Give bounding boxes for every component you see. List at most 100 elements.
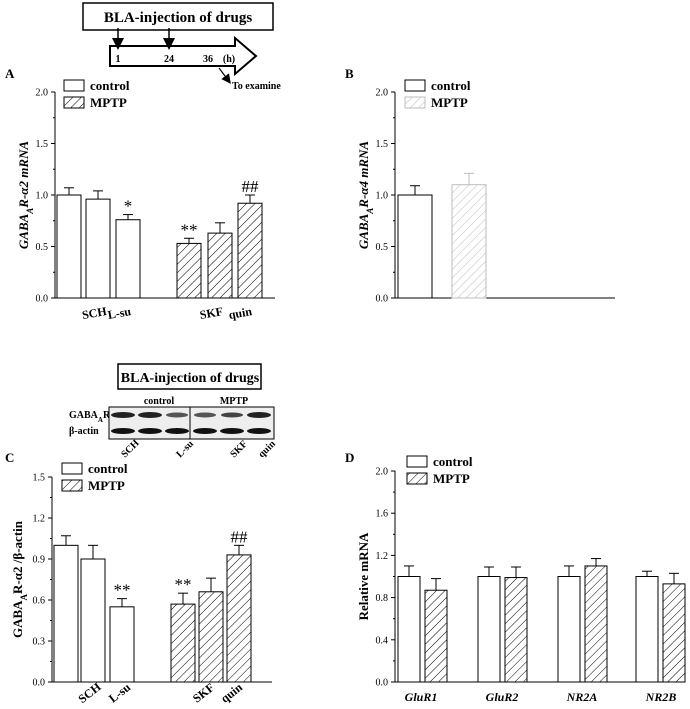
y-tick-label: 0.8	[376, 593, 389, 604]
significance-mark: *	[124, 197, 133, 216]
band-actin-4	[193, 428, 217, 434]
timeline-tick-24: 24	[164, 54, 174, 65]
y-tick-label: 0.9	[33, 555, 46, 566]
x-tick-label: quin	[218, 680, 245, 706]
bar	[584, 565, 608, 683]
bar	[85, 198, 111, 299]
y-axis-label: GABAAR-α2 mRNA	[16, 141, 35, 250]
panel-c: C 0.0 0.3 0.6 0.9 1.2 1.5 GABAAR-α2 /β-actin con…	[5, 450, 272, 706]
timeline-schematic: BLA-injection of drugs 1 24 36 (h) To ex…	[82, 2, 281, 92]
bar	[109, 606, 135, 683]
x-tick-label: SKF	[199, 304, 224, 322]
bar	[226, 554, 252, 683]
legend-swatch	[61, 479, 83, 492]
legend-label: MPTP	[431, 95, 468, 110]
legend-swatch	[406, 455, 428, 468]
x-tick-label: GluR1	[405, 690, 438, 704]
y-tick-label: 1.5	[376, 139, 389, 150]
legend-swatch	[63, 79, 85, 92]
bar	[504, 577, 528, 683]
y-tick-label: 1.0	[36, 191, 49, 202]
timeline-tick-36: 36	[203, 54, 213, 65]
significance-mark: ##	[231, 527, 249, 546]
western-lane-sch: SCH	[119, 438, 141, 460]
western-lane-lsu: L-su	[174, 438, 196, 460]
legend-label: control	[88, 461, 128, 476]
y-tick-label: 1.6	[376, 509, 389, 520]
bar	[115, 219, 141, 299]
y-tick-label: 1.0	[376, 191, 389, 202]
bar	[557, 576, 581, 683]
panel-d: D 0.0 0.4 0.8 1.2 1.6 2.0 Relative mRNA control M…	[345, 450, 686, 704]
legend: control MPTP	[406, 454, 473, 486]
western-title: BLA-injection of drugs	[121, 371, 260, 386]
band-gaba-1	[111, 412, 135, 418]
panel-label: B	[345, 66, 354, 81]
significance-mark: **	[114, 581, 131, 600]
x-tick-label: L-su	[106, 680, 133, 706]
bar	[424, 589, 448, 683]
band-actin-1	[111, 428, 135, 434]
timeline-tick-1: 1	[116, 54, 121, 65]
bar	[170, 603, 196, 683]
bar	[397, 194, 433, 299]
western-row-label-actin: β-actin	[69, 426, 99, 437]
significance-mark: ##	[242, 177, 260, 196]
x-tick-label: GluR2	[486, 690, 519, 704]
y-axis-label: GABAAR-α4 mRNA	[356, 141, 375, 250]
y-label-sub: A	[19, 593, 29, 600]
y-tick-label: 0.0	[36, 294, 49, 305]
legend: control MPTP	[63, 78, 130, 110]
band-actin-6	[247, 428, 271, 434]
y-tick-label: 1.2	[33, 514, 46, 525]
y-axis-label: GABAAR-α2 /β-actin	[10, 520, 29, 638]
western-group-control: control	[144, 396, 175, 407]
western-lane-skf: SKF	[228, 439, 250, 461]
legend-label: MPTP	[88, 478, 125, 493]
bar	[397, 576, 421, 683]
y-tick-label: 1.2	[376, 551, 389, 562]
legend-swatch	[61, 462, 83, 475]
bar	[237, 202, 263, 299]
legend: control MPTP	[404, 78, 471, 110]
y-tick-label: 0.5	[376, 242, 389, 253]
significance-mark: **	[175, 575, 192, 594]
x-tick-label: quin	[228, 304, 254, 322]
y-tick-label: 0.3	[33, 637, 46, 648]
y-label-part: GABA	[16, 213, 31, 249]
x-tick-label: SCH	[76, 679, 105, 706]
bar	[176, 242, 202, 299]
y-label-part: R-α2 mRNA	[16, 141, 31, 209]
y-label-part: R-α2 /β-actin	[10, 520, 25, 594]
panel-label: C	[5, 450, 14, 465]
y-tick-label: 0.4	[376, 635, 389, 646]
timeline-title: BLA-injection of drugs	[104, 10, 253, 26]
y-label-sub: A	[365, 208, 375, 215]
legend-label: control	[433, 454, 473, 469]
y-tick-label: 0.0	[376, 294, 389, 305]
bar	[207, 232, 233, 299]
panel-b: B 0.0 0.5 1.0 1.5 2.0 GABAAR-α4 mRNA control MPT…	[345, 66, 615, 305]
panel-label: D	[345, 450, 354, 465]
band-gaba-6	[247, 412, 271, 418]
legend-label: control	[431, 78, 471, 93]
blot-membrane	[108, 406, 275, 440]
western-lane-quin: quin	[256, 438, 278, 460]
bar	[80, 558, 106, 683]
legend-label: MPTP	[90, 95, 127, 110]
band-gaba-4	[194, 412, 216, 418]
band-actin-3	[165, 428, 189, 434]
legend-swatch	[406, 472, 428, 485]
y-tick-label: 0.6	[33, 596, 46, 607]
bar	[56, 194, 82, 299]
x-tick-label: NR2A	[566, 690, 598, 704]
band-gaba-2	[138, 412, 162, 418]
band-gaba-3	[166, 412, 188, 418]
y-tick-label: 0.5	[36, 242, 49, 253]
band-gaba-5	[221, 412, 243, 418]
x-tick-label: NR2B	[645, 690, 677, 704]
x-tick-label: SKF	[190, 680, 217, 705]
y-tick-label: 2.0	[376, 88, 389, 99]
